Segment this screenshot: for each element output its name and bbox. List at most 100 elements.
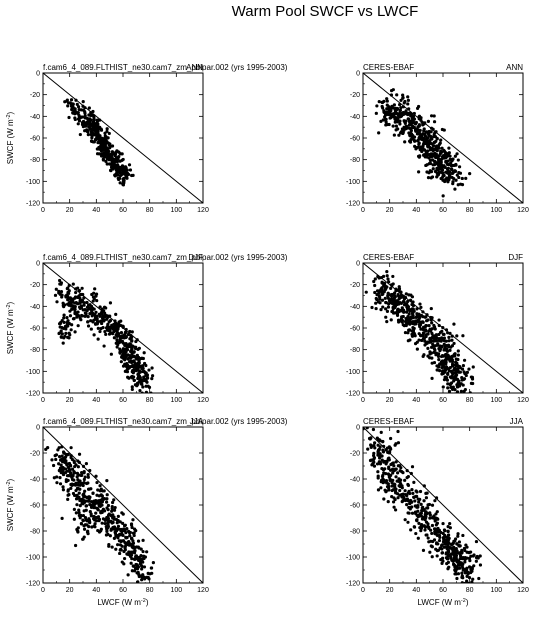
scatter-point bbox=[425, 533, 429, 537]
scatter-point bbox=[121, 364, 126, 368]
scatter-point bbox=[435, 171, 439, 175]
scatter-point bbox=[70, 467, 75, 471]
scatter-point bbox=[432, 134, 436, 139]
scatter-point bbox=[475, 554, 479, 559]
scatter-point bbox=[441, 360, 445, 365]
scatter-point bbox=[99, 312, 103, 316]
scatter-point bbox=[467, 367, 471, 371]
scatter-point bbox=[407, 312, 411, 316]
x-tick-label: 120 bbox=[517, 397, 529, 404]
scatter-point bbox=[130, 345, 135, 349]
scatter-point bbox=[409, 138, 413, 142]
scatter-point bbox=[402, 324, 406, 328]
scatter-point bbox=[428, 350, 432, 354]
scatter-point bbox=[452, 322, 456, 326]
x-tick-label: 100 bbox=[170, 207, 182, 214]
scatter-point bbox=[132, 365, 136, 369]
scatter-point bbox=[440, 551, 444, 555]
scatter-point bbox=[99, 128, 104, 132]
scatter-point bbox=[469, 375, 473, 379]
scatter-point bbox=[421, 336, 426, 341]
scatter-point bbox=[83, 129, 87, 133]
scatter-point bbox=[121, 180, 125, 184]
scatter-point bbox=[118, 543, 122, 547]
scatter-point bbox=[415, 494, 419, 499]
scatter-point bbox=[446, 533, 451, 537]
scatter-point bbox=[86, 475, 90, 479]
scatter-point bbox=[418, 302, 422, 306]
scatter-point bbox=[408, 500, 413, 504]
scatter-point bbox=[441, 385, 445, 389]
scatter-point bbox=[390, 297, 394, 301]
scatter-point bbox=[82, 477, 86, 482]
scatter-point bbox=[405, 497, 409, 502]
scatter-point bbox=[462, 546, 467, 551]
scatter-point bbox=[126, 353, 130, 357]
scatter-point bbox=[456, 534, 460, 538]
scatter-point bbox=[126, 332, 130, 337]
scatter-point bbox=[375, 289, 380, 293]
scatter-panel-left-top: f.cam6_4_089.FLTHIST_ne30.cam7_zm_pblpar… bbox=[6, 63, 288, 214]
scatter-point bbox=[453, 354, 457, 358]
scatter-point bbox=[126, 357, 130, 361]
scatter-point bbox=[427, 502, 432, 507]
scatter-point bbox=[446, 169, 450, 173]
scatter-point bbox=[449, 167, 454, 171]
scatter-point bbox=[474, 539, 479, 544]
scatter-point bbox=[457, 544, 462, 548]
scatter-point bbox=[385, 460, 389, 464]
scatter-point bbox=[463, 571, 468, 575]
scatter-point bbox=[94, 511, 98, 515]
scatter-point bbox=[406, 102, 410, 106]
scatter-point bbox=[80, 286, 84, 290]
scatter-point bbox=[139, 554, 143, 558]
scatter-point bbox=[118, 166, 122, 170]
scatter-point bbox=[63, 324, 68, 328]
scatter-point bbox=[109, 352, 113, 356]
scatter-point bbox=[439, 354, 444, 359]
scatter-point bbox=[97, 152, 101, 156]
scatter-point bbox=[73, 112, 77, 116]
scatter-point bbox=[432, 120, 437, 124]
scatter-point bbox=[444, 159, 448, 163]
scatter-point bbox=[396, 292, 400, 297]
scatter-point bbox=[76, 105, 81, 109]
scatter-point bbox=[427, 156, 431, 160]
scatter-point bbox=[375, 104, 379, 108]
scatter-point bbox=[381, 305, 385, 309]
scatter-point bbox=[437, 363, 441, 368]
scatter-point bbox=[141, 364, 145, 368]
scatter-point bbox=[108, 301, 113, 305]
y-axis-title-sup: -2 bbox=[6, 304, 12, 309]
scatter-point bbox=[371, 458, 375, 462]
scatter-point bbox=[78, 498, 82, 503]
scatter-point bbox=[72, 507, 76, 511]
scatter-point bbox=[436, 155, 440, 159]
scatter-point bbox=[80, 471, 84, 475]
y-tick-label: 0 bbox=[36, 71, 40, 78]
scatter-point bbox=[81, 125, 85, 129]
scatter-point bbox=[74, 511, 78, 515]
scatter-point bbox=[113, 506, 117, 510]
scatter-point bbox=[139, 379, 143, 383]
scatter-point bbox=[421, 354, 425, 359]
scatter-point bbox=[399, 466, 403, 470]
scatter-point bbox=[460, 176, 464, 181]
scatter-panel-left-bottom: f.cam6_4_089.FLTHIST_ne30.cam7_zm_pblpar… bbox=[6, 417, 288, 607]
scatter-point bbox=[57, 462, 61, 466]
scatter-point bbox=[408, 134, 412, 138]
scatter-point bbox=[60, 454, 64, 458]
scatter-point bbox=[373, 283, 377, 288]
scatter-point bbox=[444, 343, 448, 348]
scatter-point bbox=[72, 517, 76, 521]
scatter-point bbox=[428, 550, 432, 554]
scatter-point bbox=[454, 178, 458, 182]
scatter-point bbox=[395, 93, 399, 97]
x-tick-label: 100 bbox=[490, 207, 502, 214]
scatter-point bbox=[444, 556, 449, 560]
scatter-point bbox=[128, 364, 132, 369]
scatter-point bbox=[98, 329, 102, 334]
scatter-point bbox=[450, 359, 455, 364]
scatter-point bbox=[388, 116, 392, 120]
